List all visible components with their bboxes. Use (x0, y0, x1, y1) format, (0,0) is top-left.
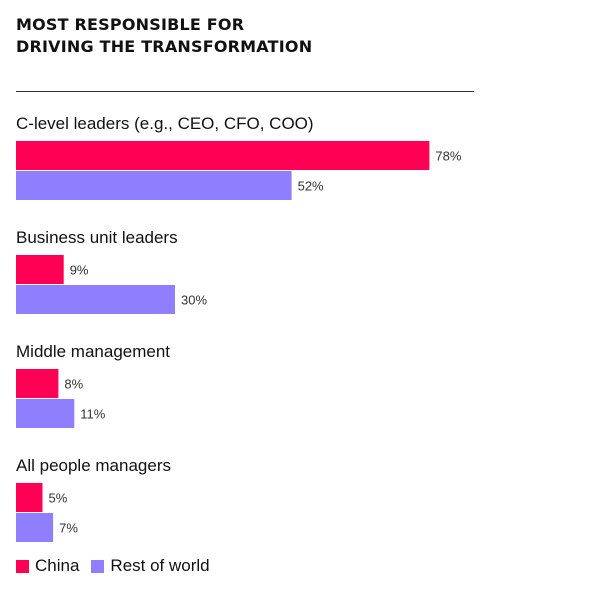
bar-china-business-unit-leaders (16, 255, 64, 284)
data-label-china-business-unit-leaders: 9% (70, 263, 89, 278)
category-label-middle-management: Middle management (16, 342, 170, 361)
data-label-rest-of-world-business-unit-leaders: 30% (181, 293, 207, 308)
bar-rest-of-world-business-unit-leaders (16, 285, 175, 314)
bar-china-c-level-leaders-e-g-ceo-cfo-coo (16, 141, 430, 170)
bar-chart: C-level leaders (e.g., CEO, CFO, COO) 78%… (16, 114, 462, 542)
data-label-rest-of-world-middle-management: 11% (80, 407, 105, 422)
data-label-rest-of-world-c-level-leaders-e-g-ceo-cfo-coo: 52% (298, 179, 324, 194)
bar-rest-of-world-middle-management (16, 399, 75, 428)
title-divider (16, 91, 474, 92)
category-label-business-unit-leaders: Business unit leaders (16, 228, 178, 247)
legend-swatch-china (16, 559, 29, 573)
legend-item-rest-of-world: Rest of world (91, 556, 210, 576)
bar-rest-of-world-c-level-leaders-e-g-ceo-cfo-coo (16, 171, 292, 200)
legend-label-china: China (35, 556, 80, 575)
legend-swatch-rest-of-world (91, 559, 105, 573)
chart-title-line-1: MOST RESPONSIBLE FOR (16, 15, 245, 34)
bar-china-middle-management (16, 369, 59, 398)
legend-item-china: China (16, 556, 79, 576)
legend-label-rest-of-world: Rest of world (110, 556, 210, 575)
data-label-china-c-level-leaders-e-g-ceo-cfo-coo: 78% (435, 149, 461, 164)
bar-rest-of-world-all-people-managers (16, 513, 54, 542)
chart-title-line-2: DRIVING THE TRANSFORMATION (16, 37, 313, 56)
data-label-china-middle-management: 8% (64, 377, 83, 392)
category-label-all-people-managers: All people managers (16, 456, 171, 475)
category-label-c-level-leaders-e-g-ceo-cfo-coo: C-level leaders (e.g., CEO, CFO, COO) (16, 114, 314, 133)
bar-china-all-people-managers (16, 483, 43, 512)
data-label-rest-of-world-all-people-managers: 7% (59, 521, 78, 536)
data-label-china-all-people-managers: 5% (49, 491, 68, 506)
legend: China Rest of world (16, 556, 222, 576)
chart-title: MOST RESPONSIBLE FOR DRIVING THE TRANSFO… (16, 14, 456, 58)
